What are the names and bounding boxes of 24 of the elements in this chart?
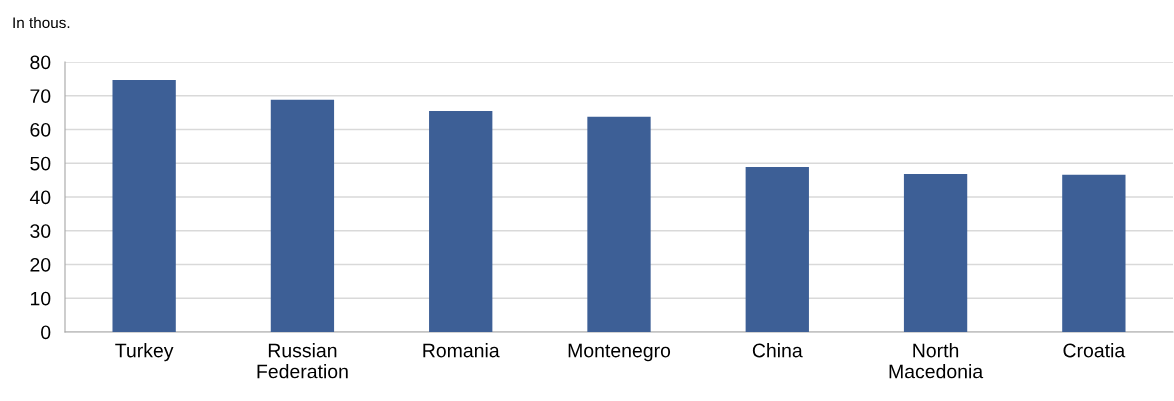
x-tick-label: North Macedonia bbox=[889, 343, 984, 379]
x-tick-label: China bbox=[752, 343, 803, 358]
bar bbox=[270, 99, 335, 332]
bar bbox=[1062, 174, 1126, 332]
bar bbox=[903, 174, 968, 332]
y-tick-label: 0 bbox=[41, 325, 51, 340]
y-tick-label: 50 bbox=[30, 156, 51, 171]
bar bbox=[112, 79, 176, 332]
y-tick-label: 30 bbox=[30, 224, 51, 238]
y-tick-label: 80 bbox=[30, 55, 51, 70]
y-tick-label: 70 bbox=[30, 89, 51, 103]
y-tick-label: 60 bbox=[30, 122, 51, 137]
y-tick-label: 40 bbox=[29, 190, 51, 205]
x-tick-label: Russian Federation bbox=[257, 343, 348, 379]
x-tick-label: Croatia bbox=[1063, 343, 1126, 358]
y-axis-title: In thous. bbox=[13, 16, 70, 29]
x-tick-label: Montenegro bbox=[568, 343, 671, 362]
x-tick-label: Romania bbox=[423, 343, 500, 358]
y-tick-label: 10 bbox=[30, 291, 51, 306]
bar bbox=[745, 166, 809, 332]
x-tick-label: Turkey bbox=[115, 343, 174, 362]
y-tick-label: 20 bbox=[30, 257, 51, 272]
bar bbox=[587, 116, 651, 332]
bar bbox=[429, 110, 493, 332]
